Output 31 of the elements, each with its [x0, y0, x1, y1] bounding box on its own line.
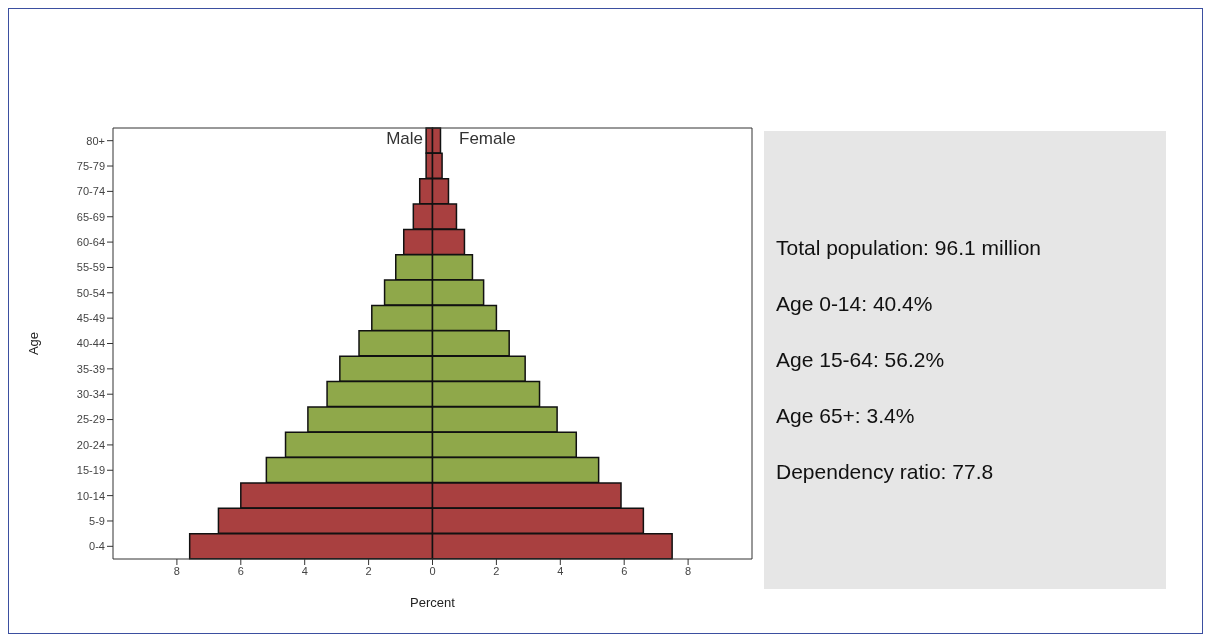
x-tick-label: 4 [557, 564, 564, 577]
y-tick-label: 15-19 [76, 464, 105, 477]
x-tick-label: 6 [621, 564, 628, 577]
y-tick-label: 30-34 [76, 388, 105, 401]
y-tick-label: 5-9 [89, 514, 105, 527]
y-tick-label: 70-74 [76, 185, 105, 198]
y-tick-label: 55-59 [76, 261, 105, 274]
x-tick-label: 6 [237, 564, 244, 577]
y-tick-label: 40-44 [76, 337, 105, 350]
y-tick-label: 60-64 [76, 235, 105, 248]
y-tick-label: 10-14 [76, 489, 105, 502]
series-label: Female [459, 129, 516, 149]
info-panel: Total population: 96.1 million Age 0-14: 40.4% Age 15-64: 56.2% Age 65+: 3.4% Dependency ratio: 77.8 [764, 131, 1166, 589]
y-tick-label: 50-54 [76, 286, 105, 299]
y-axis-title: Age [25, 331, 41, 356]
x-tick-label: 2 [493, 564, 500, 577]
y-tick-label: 65-69 [76, 210, 105, 223]
y-tick-label: 35-39 [76, 362, 105, 375]
y-tick-label: 75-79 [76, 159, 105, 172]
y-tick-label: 45-49 [76, 312, 105, 325]
x-tick-label: 8 [685, 564, 692, 577]
y-tick-label: 80+ [86, 134, 105, 147]
y-tick-label: 0-4 [89, 540, 105, 553]
x-tick-label: 2 [365, 564, 372, 577]
x-tick-label: 4 [301, 564, 308, 577]
y-tick-label: 25-29 [76, 413, 105, 426]
x-axis-title: Percent [410, 595, 456, 610]
x-tick-label: 8 [173, 564, 180, 577]
x-tick-label: 0 [429, 564, 436, 577]
y-tick-label: 20-24 [76, 438, 105, 451]
series-label: Male [386, 129, 423, 149]
